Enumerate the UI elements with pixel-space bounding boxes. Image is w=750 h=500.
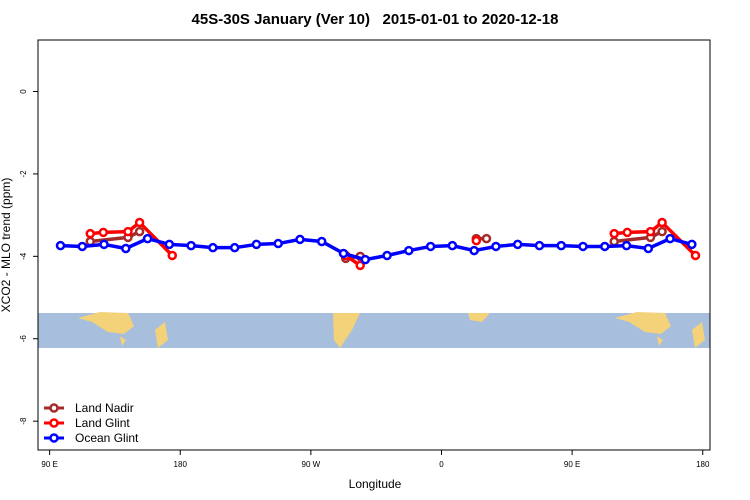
data-point <box>404 245 414 256</box>
map-band <box>38 312 710 348</box>
data-point <box>134 217 145 228</box>
x-tick-label: 180 <box>696 460 710 469</box>
data-point <box>273 238 283 249</box>
data-point <box>251 239 262 250</box>
data-point <box>99 239 109 250</box>
chart-title: 45S-30S January (Ver 10) 2015-01-01 to 2… <box>192 11 559 28</box>
data-point <box>491 241 501 252</box>
data-point <box>316 236 327 247</box>
data-point <box>167 250 178 261</box>
data-point <box>469 245 479 256</box>
data-point <box>208 242 218 253</box>
x-tick-label: 0 <box>439 460 444 469</box>
series-line <box>60 236 693 262</box>
data-point <box>471 235 482 246</box>
data-point <box>186 240 196 251</box>
y-axis-label: XCO2 - MLO trend (ppm) <box>0 178 13 313</box>
data-point <box>657 217 667 228</box>
x-tick-label: 180 <box>174 460 188 469</box>
data-point <box>534 240 545 251</box>
x-tick-label: 90 W <box>302 460 321 469</box>
data-point <box>98 227 109 238</box>
data-point <box>121 243 131 254</box>
legend-label: Ocean Glint <box>75 431 139 445</box>
legend-marker <box>49 433 59 443</box>
data-point <box>55 240 66 251</box>
x-axis-label: Longitude <box>349 477 402 491</box>
legend-marker <box>49 403 59 413</box>
y-tick-label: -8 <box>19 417 28 425</box>
data-point <box>85 228 96 239</box>
data-point <box>123 226 133 237</box>
data-point <box>164 239 175 250</box>
y-tick-label: -2 <box>19 170 28 178</box>
data-point <box>622 227 633 238</box>
data-point <box>447 240 458 251</box>
data-point <box>229 242 240 253</box>
data-point <box>609 236 619 247</box>
data-point <box>77 241 88 252</box>
legend-label: Land Nadir <box>75 401 134 415</box>
data-point <box>338 248 349 259</box>
data-point <box>142 233 153 244</box>
legend-marker <box>49 418 59 428</box>
y-tick-label: -6 <box>19 335 28 343</box>
x-tick-label: 90 E <box>41 460 57 469</box>
data-point <box>355 260 365 271</box>
x-tick-label: 90 E <box>564 460 580 469</box>
data-point <box>609 228 619 239</box>
data-point <box>687 239 697 250</box>
data-point <box>643 243 654 254</box>
legend-label: Land Glint <box>75 416 130 430</box>
data-point <box>295 234 305 245</box>
data-point <box>382 250 392 261</box>
data-point <box>512 239 523 250</box>
data-point <box>578 241 588 252</box>
data-point <box>600 241 610 252</box>
data-point <box>645 226 656 237</box>
data-point <box>690 250 701 261</box>
data-point <box>360 254 371 265</box>
data-point <box>665 233 675 244</box>
data-point <box>134 226 145 237</box>
y-tick-label: -4 <box>19 252 28 260</box>
plot-frame <box>37 39 711 451</box>
data-point <box>425 241 436 252</box>
data-point <box>556 240 566 251</box>
data-point <box>657 226 667 237</box>
data-point <box>481 233 492 244</box>
data-point <box>621 240 632 251</box>
y-tick-label: 0 <box>19 89 28 94</box>
